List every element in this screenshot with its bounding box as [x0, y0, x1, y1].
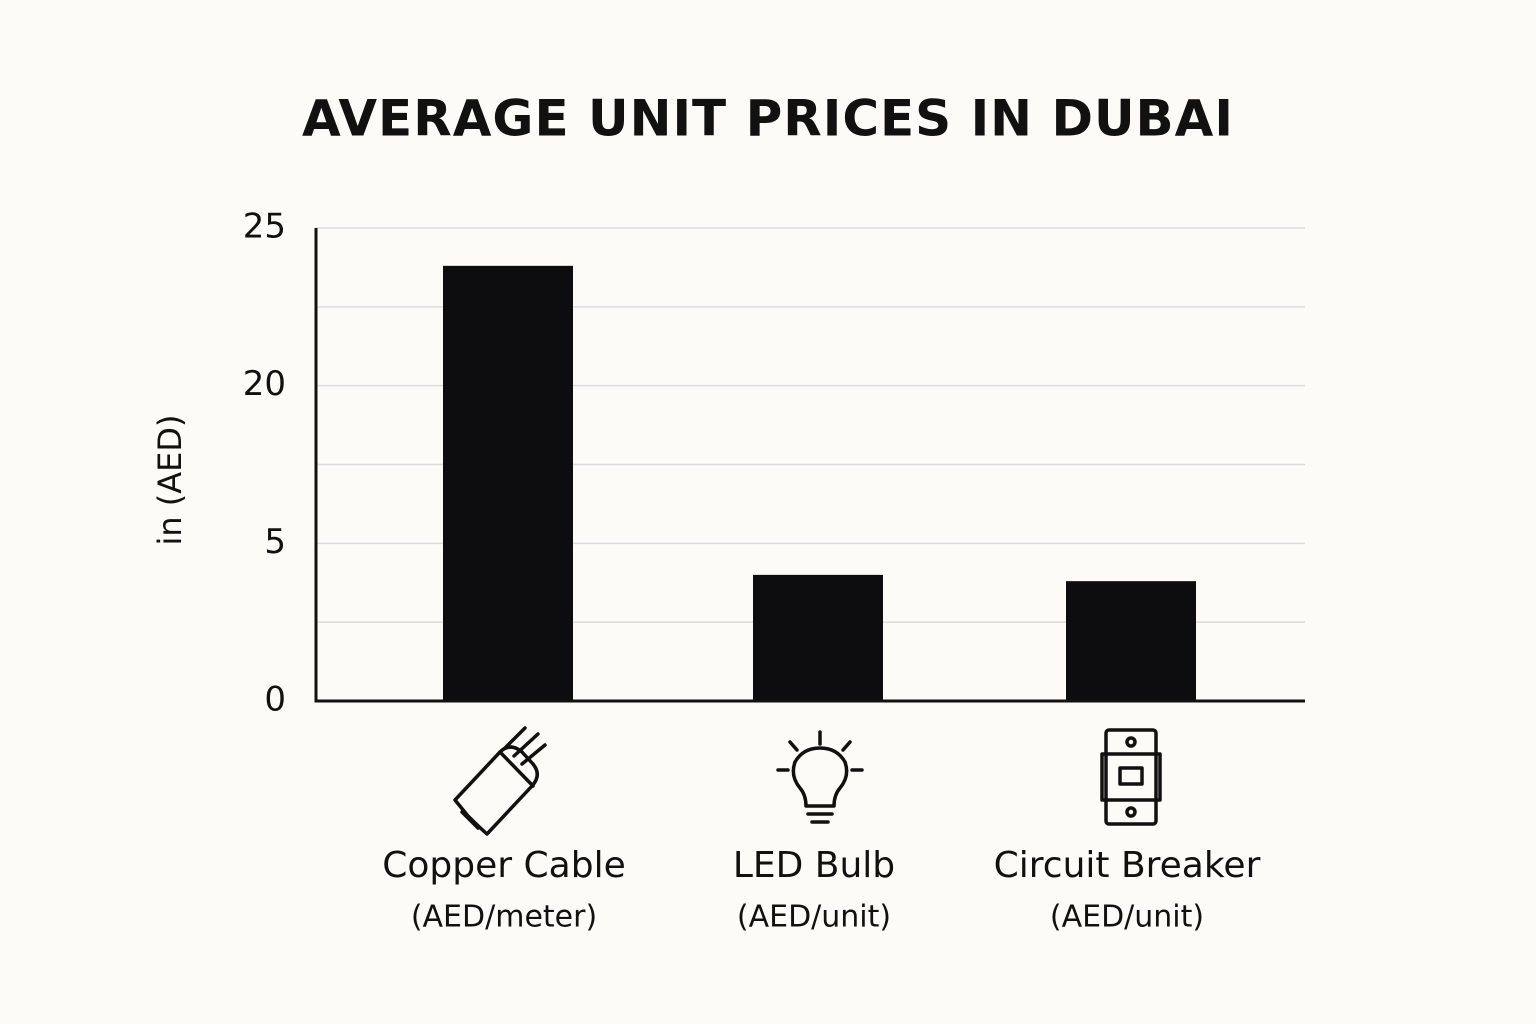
y-axis-label: in (AED) — [151, 414, 189, 545]
x-tick-unit: (AED/unit) — [1050, 900, 1204, 935]
bar — [753, 574, 883, 701]
x-tick-unit: (AED/unit) — [737, 900, 891, 935]
y-tick-label: 0 — [264, 680, 286, 720]
bar — [1066, 581, 1196, 701]
y-tick-label: 20 — [243, 364, 286, 404]
copper-cable-icon — [453, 726, 547, 836]
x-tick-label: Copper Cable — [382, 845, 625, 886]
y-tick-label: 25 — [243, 207, 286, 247]
x-tick-label: LED Bulb — [733, 845, 895, 886]
bar — [443, 265, 573, 701]
x-tick-label: Circuit Breaker — [994, 845, 1261, 886]
chart-title: AVERAGE UNIT PRICES IN DUBAI — [302, 90, 1234, 148]
led-bulb-icon — [776, 730, 864, 824]
y-tick-label: 5 — [264, 522, 286, 562]
x-tick-unit: (AED/meter) — [411, 900, 597, 935]
circuit-breaker-icon — [1100, 728, 1162, 826]
